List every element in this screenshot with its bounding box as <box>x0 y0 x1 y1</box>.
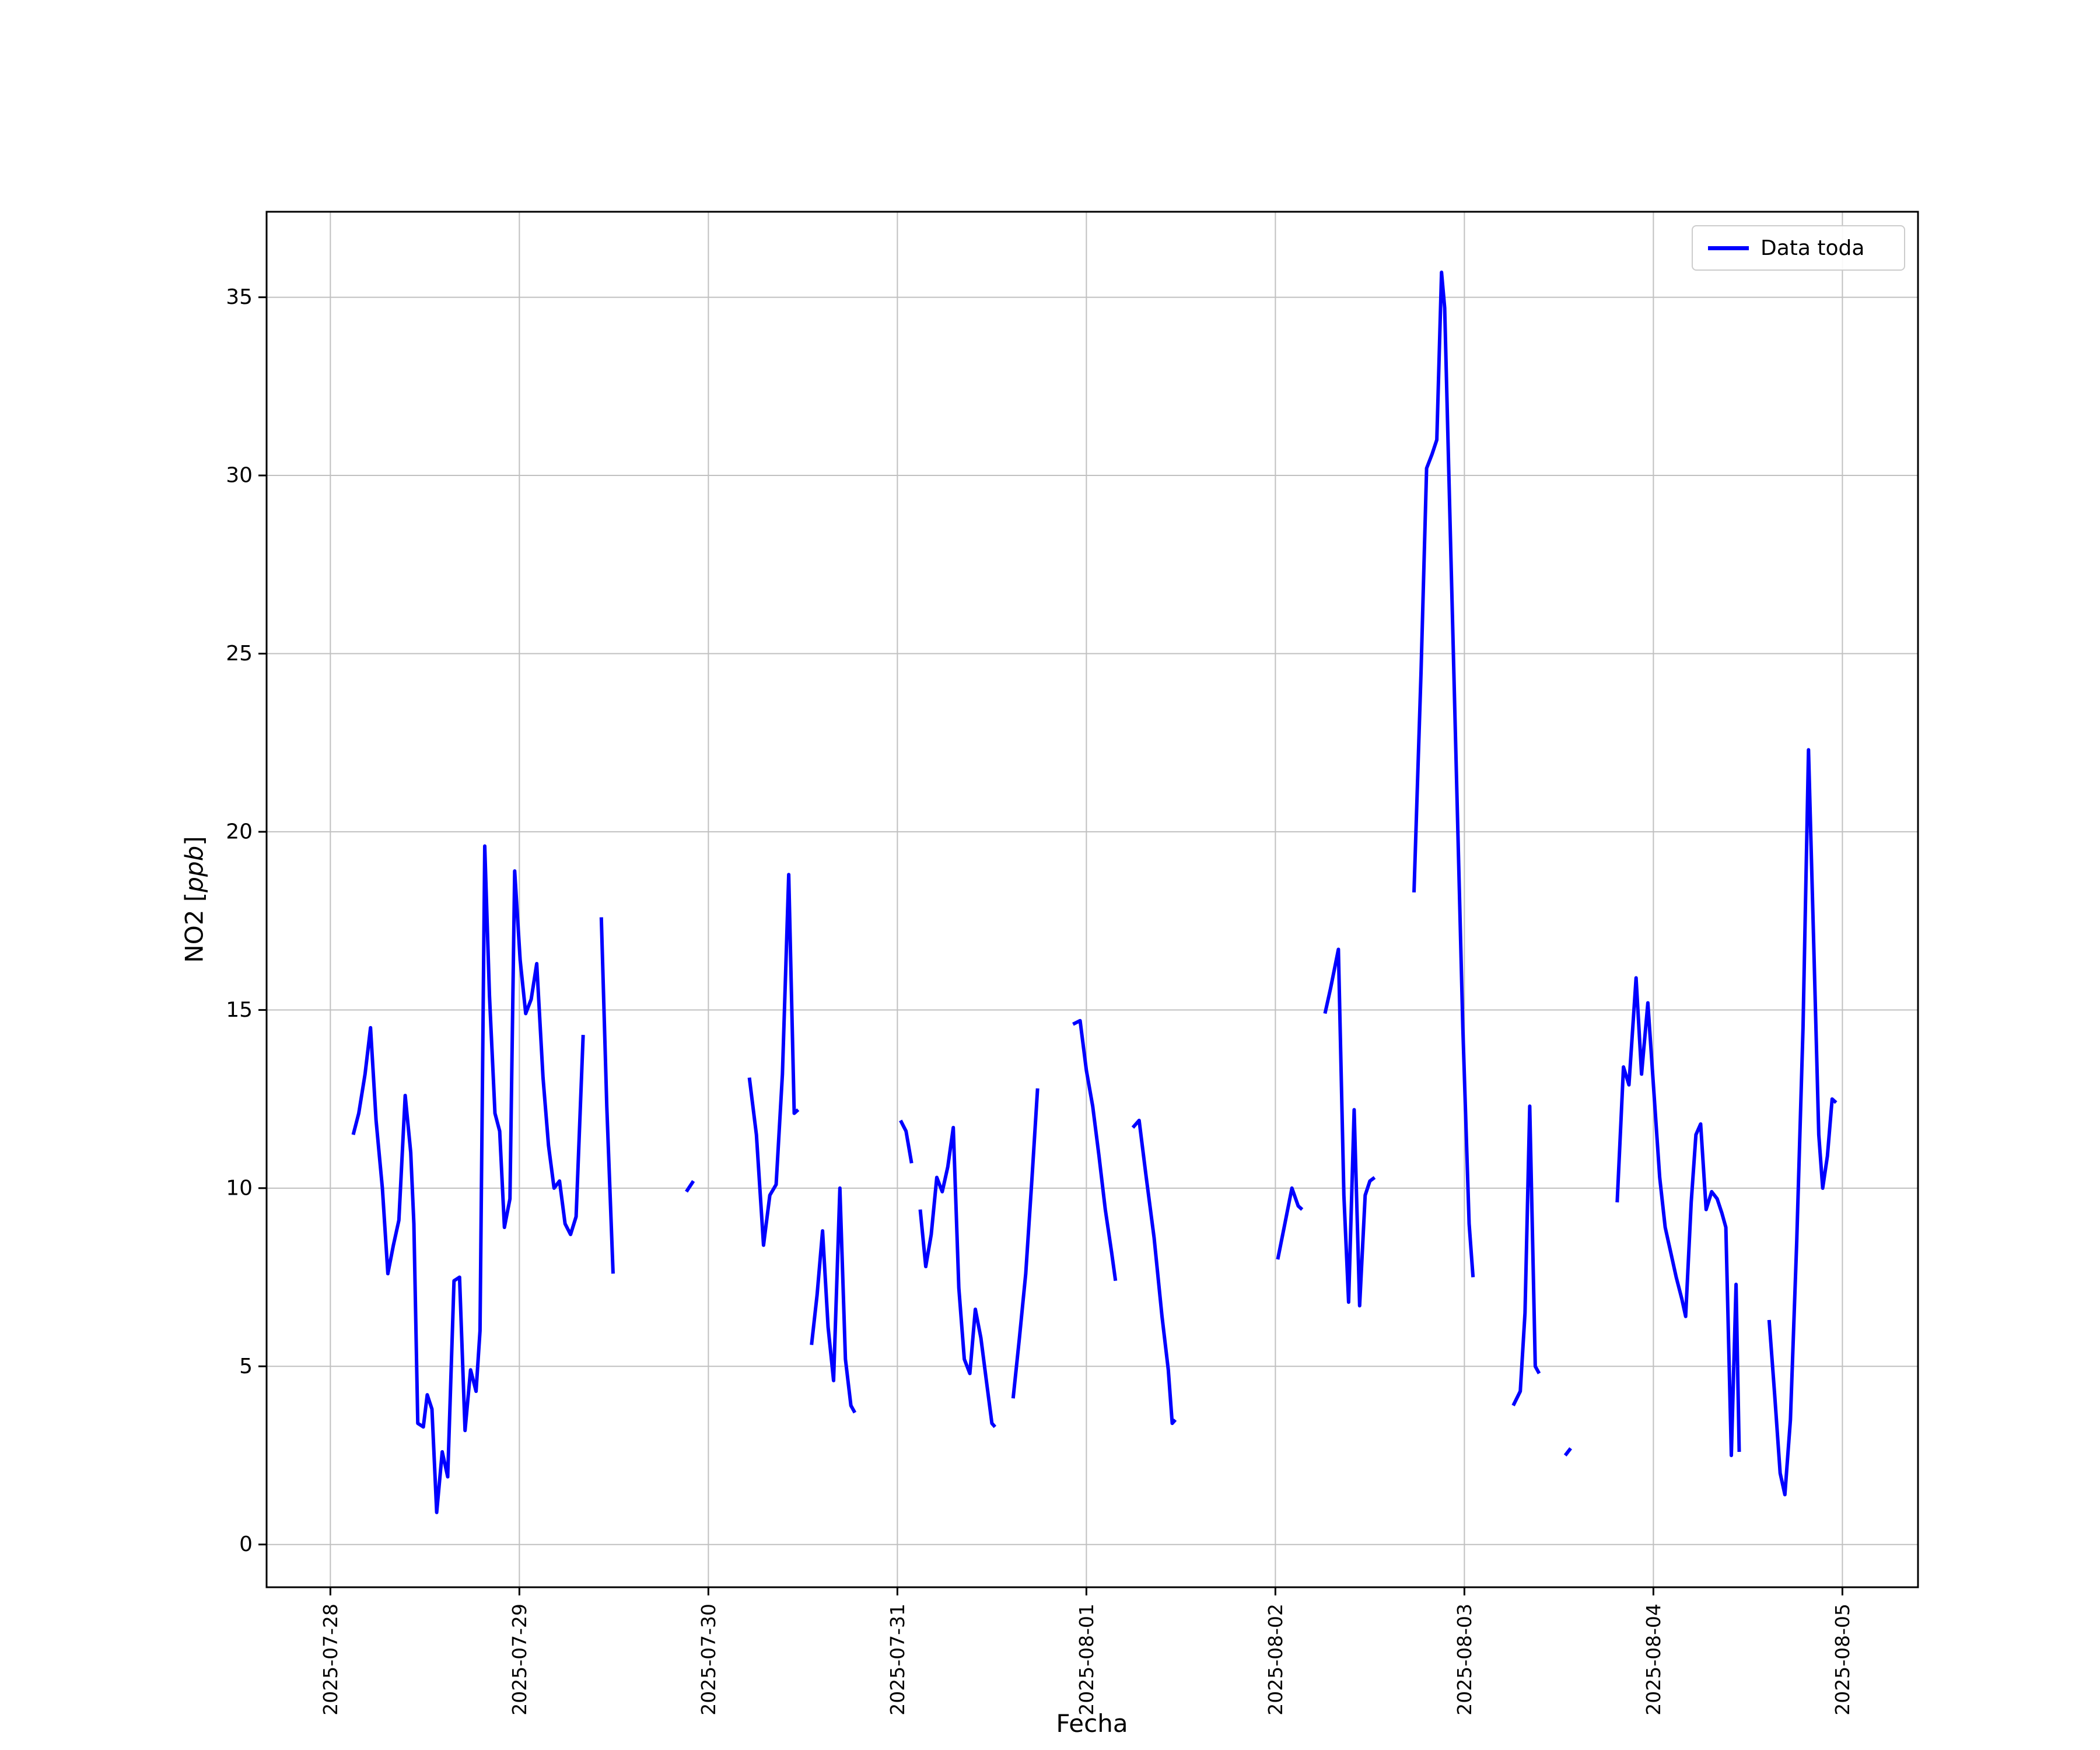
y-tick-label: 25 <box>226 642 253 666</box>
x-tick-label: 2025-08-02 <box>1264 1604 1287 1716</box>
data-series-segment <box>899 1119 914 1164</box>
data-series-segment <box>1276 1186 1304 1260</box>
data-series-segment <box>1323 947 1376 1308</box>
x-tick-label: 2025-07-28 <box>319 1604 342 1716</box>
x-axis-label: Fecha <box>1056 1709 1128 1738</box>
y-axis-label-suffix: ] <box>180 836 209 846</box>
data-series-segment <box>1412 270 1475 1278</box>
y-tick-label: 35 <box>226 285 253 309</box>
x-tick-label: 2025-08-04 <box>1642 1604 1665 1716</box>
data-series-segment <box>1511 1104 1541 1406</box>
data-series-segment <box>1767 748 1838 1497</box>
x-tick-label: 2025-08-03 <box>1453 1604 1476 1716</box>
data-series-segment <box>1615 976 1741 1457</box>
y-tick-label: 5 <box>239 1354 253 1378</box>
y-axis-label: NO2 [ppb] <box>180 836 209 963</box>
data-series-segment <box>1072 1019 1118 1282</box>
axes-spines <box>265 211 1919 1588</box>
y-tick-label: 30 <box>226 464 253 488</box>
legend-line-sample <box>1708 246 1749 250</box>
legend: Data toda <box>1692 225 1905 271</box>
data-series-segment <box>351 844 585 1514</box>
y-tick-label: 20 <box>226 820 253 844</box>
x-tick-label: 2025-08-05 <box>1831 1604 1854 1716</box>
data-series-segment <box>810 1186 857 1414</box>
data-series-segment <box>599 917 615 1274</box>
x-tick-label: 2025-07-29 <box>508 1604 531 1716</box>
plot-area <box>267 212 1918 1587</box>
y-tick-label: 10 <box>226 1176 253 1200</box>
y-tick-label: 15 <box>226 998 253 1022</box>
data-series-segment <box>1563 1447 1572 1457</box>
data-series-segment <box>747 873 800 1247</box>
data-series-segment <box>685 1180 695 1193</box>
y-axis-label-unit: ppb <box>180 845 209 892</box>
y-tick-label: 0 <box>239 1532 253 1556</box>
data-series-segment <box>918 1126 997 1429</box>
data-series-segment <box>1011 1088 1040 1399</box>
legend-label: Data toda <box>1760 236 1865 260</box>
x-tick-label: 2025-07-31 <box>886 1604 909 1716</box>
x-tick-label: 2025-08-01 <box>1075 1604 1098 1716</box>
data-series-segment <box>1131 1118 1177 1425</box>
y-axis-label-prefix: NO2 [ <box>180 892 209 963</box>
x-tick-label: 2025-07-30 <box>697 1604 720 1716</box>
